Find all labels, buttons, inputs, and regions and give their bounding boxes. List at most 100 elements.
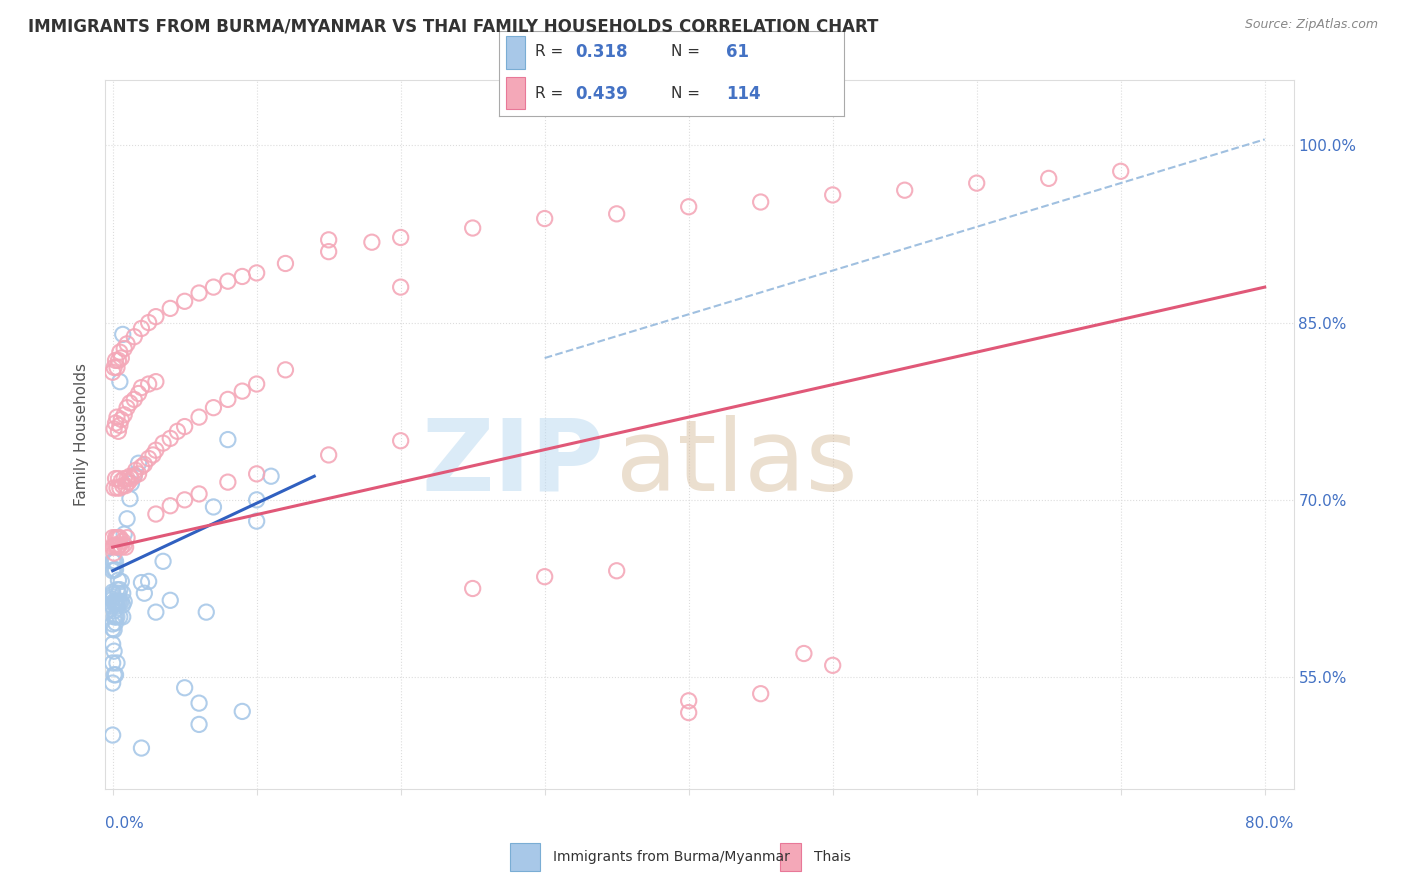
Point — [105, 410, 128, 425]
Point — [202, 280, 225, 294]
Point — [128, 386, 150, 401]
Bar — [506, 37, 524, 69]
Point — [117, 475, 139, 489]
Point — [217, 274, 239, 288]
Point — [202, 401, 225, 415]
Point — [360, 235, 382, 250]
Point — [101, 540, 124, 554]
Point — [107, 425, 129, 439]
Point — [318, 244, 340, 259]
Point — [173, 681, 195, 695]
Point — [105, 531, 128, 545]
Point — [152, 554, 174, 568]
Text: 0.0%: 0.0% — [105, 816, 145, 831]
Point — [104, 594, 127, 608]
Point — [138, 377, 160, 392]
Point — [101, 676, 124, 690]
Point — [678, 706, 700, 720]
Point — [103, 667, 125, 681]
Point — [104, 615, 127, 630]
Point — [1038, 171, 1060, 186]
Point — [110, 412, 132, 426]
Point — [131, 380, 153, 394]
Point — [128, 456, 150, 470]
Point — [103, 597, 125, 611]
Point — [145, 443, 167, 458]
Point — [246, 266, 269, 280]
Point — [274, 363, 297, 377]
Point — [246, 467, 269, 481]
Point — [173, 492, 195, 507]
Point — [103, 594, 125, 608]
Point — [103, 554, 125, 568]
Point — [145, 507, 167, 521]
Point — [108, 538, 131, 552]
Point — [1109, 164, 1132, 178]
Text: Source: ZipAtlas.com: Source: ZipAtlas.com — [1244, 18, 1378, 31]
Point — [107, 539, 129, 553]
Point — [107, 586, 129, 600]
Point — [101, 590, 124, 604]
Point — [202, 500, 225, 514]
Point — [110, 540, 132, 554]
Point — [678, 694, 700, 708]
Point — [118, 491, 141, 506]
Point — [103, 644, 125, 658]
Point — [128, 467, 150, 481]
Point — [893, 183, 915, 197]
Bar — [506, 77, 524, 109]
Point — [105, 360, 128, 375]
Point — [131, 741, 153, 756]
Point — [110, 574, 132, 589]
Point — [159, 499, 181, 513]
Point — [138, 316, 160, 330]
Point — [103, 481, 125, 495]
Text: IMMIGRANTS FROM BURMA/MYANMAR VS THAI FAMILY HOUSEHOLDS CORRELATION CHART: IMMIGRANTS FROM BURMA/MYANMAR VS THAI FA… — [28, 18, 879, 36]
Point — [152, 436, 174, 450]
Point — [108, 345, 131, 359]
Point — [231, 384, 253, 398]
Point — [274, 256, 297, 270]
Point — [103, 539, 125, 553]
Point — [103, 360, 125, 375]
Point — [115, 512, 138, 526]
Point — [115, 401, 138, 415]
Point — [104, 472, 127, 486]
Point — [105, 582, 128, 597]
Text: 0.318: 0.318 — [575, 43, 627, 61]
Point — [173, 294, 195, 309]
Text: N =: N = — [672, 86, 700, 101]
Point — [107, 353, 129, 368]
Point — [105, 481, 128, 495]
Point — [533, 211, 555, 226]
Point — [606, 207, 628, 221]
Point — [104, 563, 127, 577]
Point — [231, 705, 253, 719]
Point — [105, 594, 128, 608]
Point — [107, 594, 129, 608]
Point — [103, 422, 125, 436]
Point — [260, 469, 283, 483]
Point — [120, 476, 142, 491]
Point — [145, 375, 167, 389]
Point — [103, 623, 125, 637]
Text: Thais: Thais — [814, 850, 851, 863]
Point — [104, 610, 127, 624]
Point — [122, 469, 145, 483]
Point — [217, 433, 239, 447]
Point — [749, 687, 772, 701]
Point — [131, 575, 153, 590]
Point — [246, 492, 269, 507]
Point — [118, 469, 141, 483]
Point — [101, 365, 124, 379]
Point — [166, 425, 188, 439]
Text: 80.0%: 80.0% — [1246, 816, 1294, 831]
Point — [138, 574, 160, 589]
Point — [104, 416, 127, 430]
Point — [101, 599, 124, 614]
Point — [111, 327, 134, 342]
Point — [389, 230, 412, 244]
Point — [821, 658, 844, 673]
Text: 0.439: 0.439 — [575, 85, 627, 103]
Point — [101, 637, 124, 651]
